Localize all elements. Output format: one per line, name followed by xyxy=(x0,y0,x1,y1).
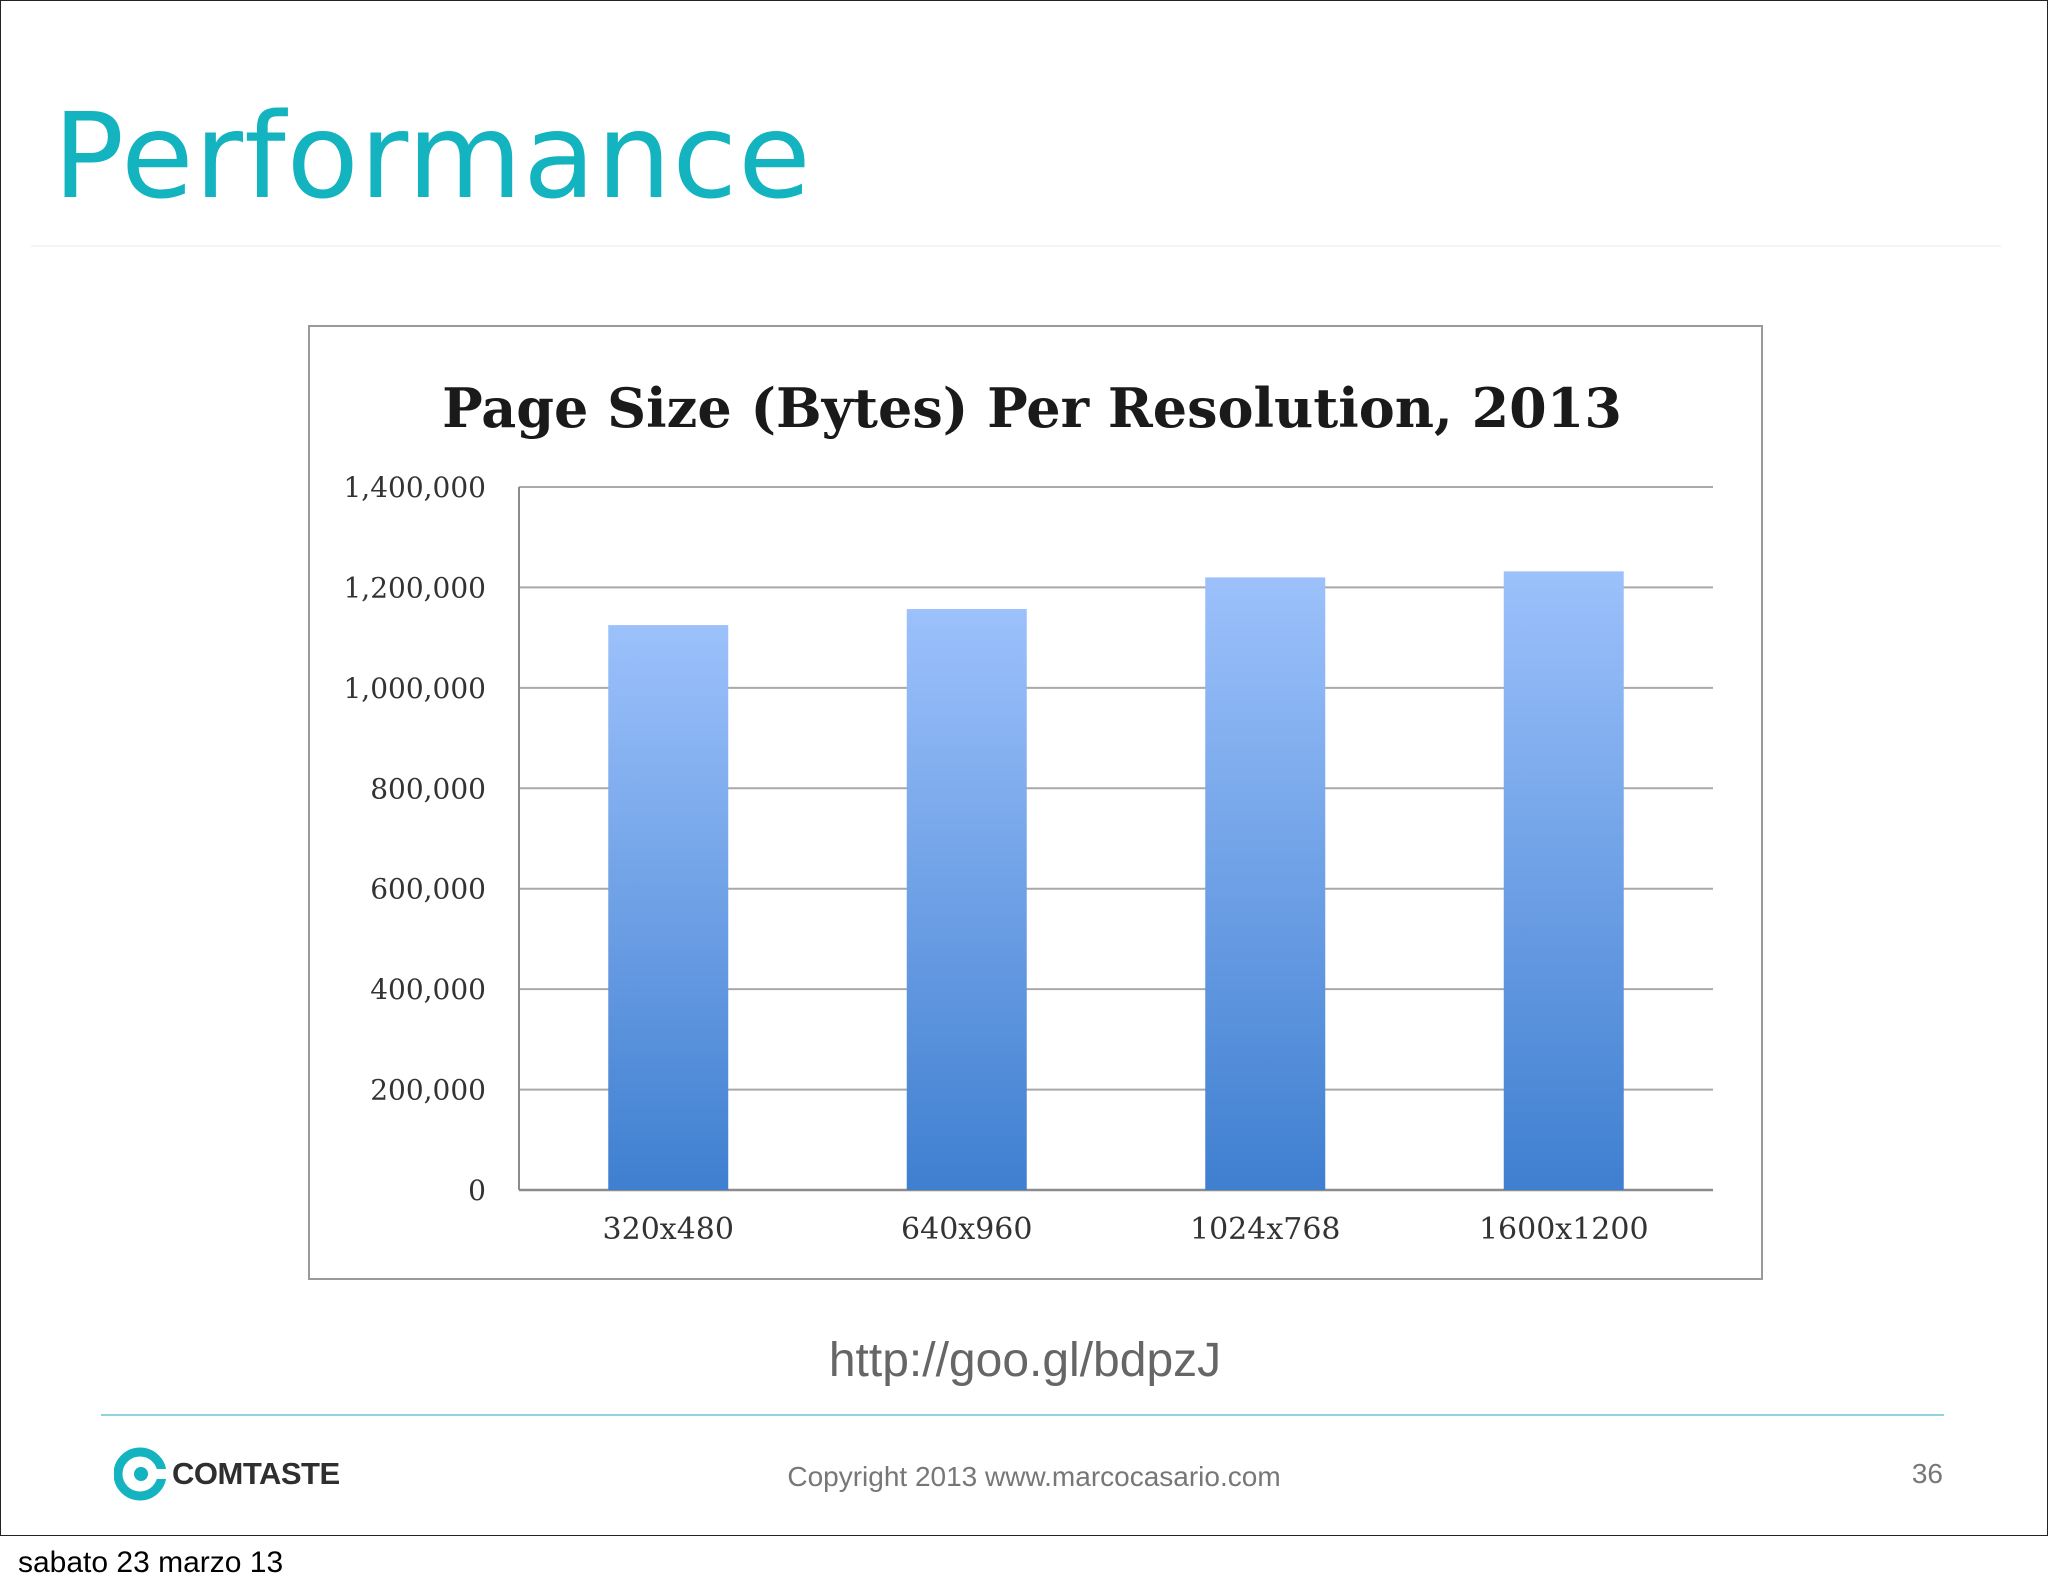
y-tick-label: 200,000 xyxy=(370,1074,486,1107)
page-number: 36 xyxy=(1911,1458,1943,1489)
x-category-label: 640x960 xyxy=(901,1212,1032,1247)
bar-1024x768 xyxy=(1205,577,1326,1190)
bars xyxy=(608,571,1624,1190)
source-link[interactable]: http://goo.gl/bdpzJ xyxy=(828,1334,1222,1387)
chart-panel: Page Size (Bytes) Per Resolution, 2013 0… xyxy=(308,325,1763,1280)
footer-divider xyxy=(101,1414,1944,1416)
x-category-label: 320x480 xyxy=(603,1212,734,1247)
x-axis-labels: 320x480 640x960 1024x768 1600x1200 xyxy=(603,1212,1649,1247)
copyright-notice: Copyright 2013 www.marcocasario.com xyxy=(787,1461,1281,1492)
title-divider xyxy=(31,245,2001,247)
bar-320x480 xyxy=(608,625,729,1190)
bar-640x960 xyxy=(906,609,1027,1190)
comtaste-logo-icon xyxy=(114,1447,166,1501)
y-tick-label: 400,000 xyxy=(370,973,486,1006)
slide-title: Performance xyxy=(53,87,812,225)
bar-1600x1200 xyxy=(1503,571,1624,1190)
y-tick-label: 0 xyxy=(468,1174,486,1207)
y-tick-label: 800,000 xyxy=(370,772,486,805)
y-axis-ticks: 0 200,000 400,000 600,000 800,000 1,000,000 1,… xyxy=(343,471,486,1207)
chart-title: Page Size (Bytes) Per Resolution, 2013 xyxy=(442,376,1622,440)
logo-text: COMTASTE xyxy=(172,1456,340,1491)
x-category-label: 1600x1200 xyxy=(1479,1212,1649,1247)
date-caption: sabato 23 marzo 13 xyxy=(18,1546,284,1579)
comtaste-logo: COMTASTE xyxy=(114,1446,340,1502)
x-category-label: 1024x768 xyxy=(1190,1212,1341,1247)
y-tick-label: 1,400,000 xyxy=(343,471,486,504)
y-tick-label: 1,200,000 xyxy=(343,571,486,604)
y-tick-label: 600,000 xyxy=(370,873,486,906)
y-tick-label: 1,000,000 xyxy=(343,672,486,705)
slide: Performance Page Size (Bytes) Per Resolu… xyxy=(0,0,2048,1536)
bar-chart: Page Size (Bytes) Per Resolution, 2013 0… xyxy=(343,376,1713,1247)
